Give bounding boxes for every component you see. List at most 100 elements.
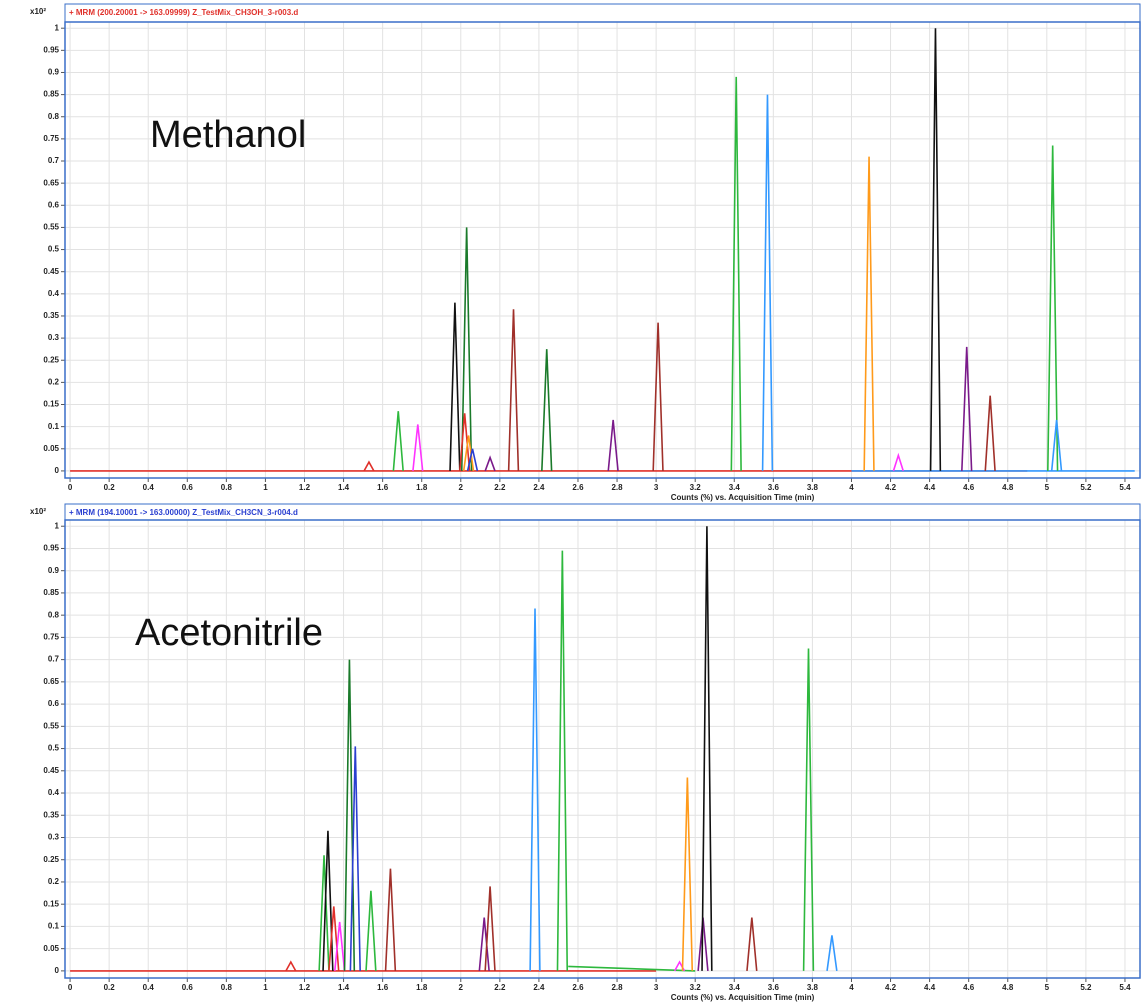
trace — [863, 156, 875, 471]
trace — [462, 435, 475, 472]
y-tick-label: 0.15 — [43, 899, 59, 908]
x-tick-label: 5.4 — [1119, 483, 1131, 492]
x-tick-label: 5 — [1045, 983, 1050, 992]
x-tick-label: 0.2 — [104, 983, 116, 992]
trace — [507, 309, 520, 471]
x-tick-label: 2.6 — [572, 483, 584, 492]
trace — [322, 830, 334, 971]
x-tick-label: 2 — [459, 483, 464, 492]
annotation: Methanol — [150, 114, 306, 156]
trace — [541, 349, 553, 471]
chart-panel: + MRM (194.10001 -> 163.00000) Z_TestMix… — [30, 503, 1141, 1002]
y-tick-label: 0.25 — [43, 355, 59, 364]
trace — [365, 890, 377, 971]
x-tick-label: 0 — [68, 983, 73, 992]
x-tick-label: 1 — [263, 483, 268, 492]
x-tick-label: 4.2 — [885, 983, 897, 992]
y-tick-label: 0.6 — [48, 699, 60, 708]
trace — [460, 227, 473, 471]
chart-title: + MRM (200.20001 -> 163.09999) Z_TestMix… — [69, 8, 298, 17]
trace — [1050, 419, 1063, 471]
chart-panel: + MRM (200.20001 -> 163.09999) Z_TestMix… — [30, 3, 1141, 502]
y-tick-label: 0.05 — [43, 944, 59, 953]
y-tick-label: 0.6 — [48, 200, 60, 209]
trace — [478, 917, 490, 971]
x-tick-label: 3.4 — [729, 983, 741, 992]
x-tick-label: 4.6 — [963, 483, 975, 492]
x-tick-label: 1.4 — [338, 483, 350, 492]
x-tick-label: 2.4 — [533, 983, 545, 992]
trace — [652, 322, 664, 471]
y-tick-label: 0.3 — [48, 833, 60, 842]
trace — [466, 448, 479, 472]
x-tick-label: 0.8 — [221, 483, 233, 492]
trace — [333, 921, 346, 971]
trace — [363, 460, 375, 472]
trace — [529, 608, 541, 971]
x-axis-label: Counts (%) vs. Acquisition Time (min) — [671, 493, 815, 502]
y-tick-label: 0.35 — [43, 810, 59, 819]
y-tick-label: 0.75 — [43, 134, 59, 143]
x-tick-label: 5.4 — [1119, 983, 1131, 992]
y-tick-label: 0.05 — [43, 444, 59, 453]
y-tick-label: 0.2 — [48, 377, 60, 386]
x-tick-label: 3.6 — [768, 983, 780, 992]
y-tick-label: 1 — [55, 23, 60, 32]
y-tick-label: 0.1 — [48, 422, 60, 431]
x-tick-label: 4 — [849, 983, 854, 992]
x-tick-label: 3 — [654, 483, 659, 492]
y-tick-label: 0.65 — [43, 677, 59, 686]
y-tick-label: 0.9 — [48, 68, 60, 77]
plot-frame — [64, 519, 1141, 979]
x-tick-label: 2.4 — [533, 483, 545, 492]
trace — [285, 960, 297, 972]
x-tick-label: 2.8 — [611, 483, 623, 492]
x-tick-label: 1 — [263, 983, 268, 992]
chart-title: + MRM (194.10001 -> 163.00000) Z_TestMix… — [69, 508, 298, 517]
y-tick-label: 0.95 — [43, 45, 59, 54]
trace — [802, 648, 815, 971]
y-tick-label: 1 — [55, 521, 60, 530]
y-tick-label: 0.5 — [48, 245, 60, 254]
x-tick-label: 4.6 — [963, 983, 975, 992]
trace — [929, 28, 942, 471]
x-tick-label: 0 — [68, 483, 73, 492]
x-tick-label: 3.8 — [807, 483, 819, 492]
y-tick-label: 0.65 — [43, 178, 59, 187]
x-tick-label: 4 — [849, 483, 854, 492]
x-axis-label: Counts (%) vs. Acquisition Time (min) — [671, 993, 815, 1002]
trace — [318, 855, 330, 971]
y-tick-label: 0 — [55, 466, 60, 475]
x-tick-label: 3.4 — [729, 483, 741, 492]
trace — [392, 411, 404, 471]
trace — [1047, 145, 1059, 471]
trace — [892, 452, 905, 472]
x-tick-label: 3.6 — [768, 483, 780, 492]
trace — [484, 455, 496, 472]
x-tick-label: 0.4 — [143, 483, 155, 492]
x-tick-label: 2.2 — [494, 483, 506, 492]
x-tick-label: 3.2 — [690, 983, 702, 992]
x-tick-label: 5.2 — [1080, 983, 1092, 992]
x-tick-label: 4.4 — [924, 483, 936, 492]
x-tick-label: 5 — [1045, 483, 1050, 492]
y-tick-label: 0.55 — [43, 721, 59, 730]
x-tick-label: 1.8 — [416, 983, 428, 992]
trace — [826, 935, 838, 971]
x-tick-label: 0.8 — [221, 983, 233, 992]
trace — [568, 965, 696, 972]
trace — [607, 419, 619, 471]
annotation: Acetonitrile — [135, 612, 323, 654]
y-tick-label: 0.45 — [43, 267, 59, 276]
plot-frame — [64, 21, 1141, 479]
y-tick-label: 0.9 — [48, 566, 60, 575]
trace — [961, 346, 973, 471]
y-tick-label: 0.8 — [48, 610, 60, 619]
y-tick-label: 0.8 — [48, 112, 60, 121]
x-tick-label: 0.4 — [143, 983, 155, 992]
x-tick-label: 3.2 — [690, 483, 702, 492]
y-tick-label: 0.45 — [43, 766, 59, 775]
x-tick-label: 2 — [459, 983, 464, 992]
trace — [459, 413, 471, 471]
trace — [701, 526, 713, 971]
